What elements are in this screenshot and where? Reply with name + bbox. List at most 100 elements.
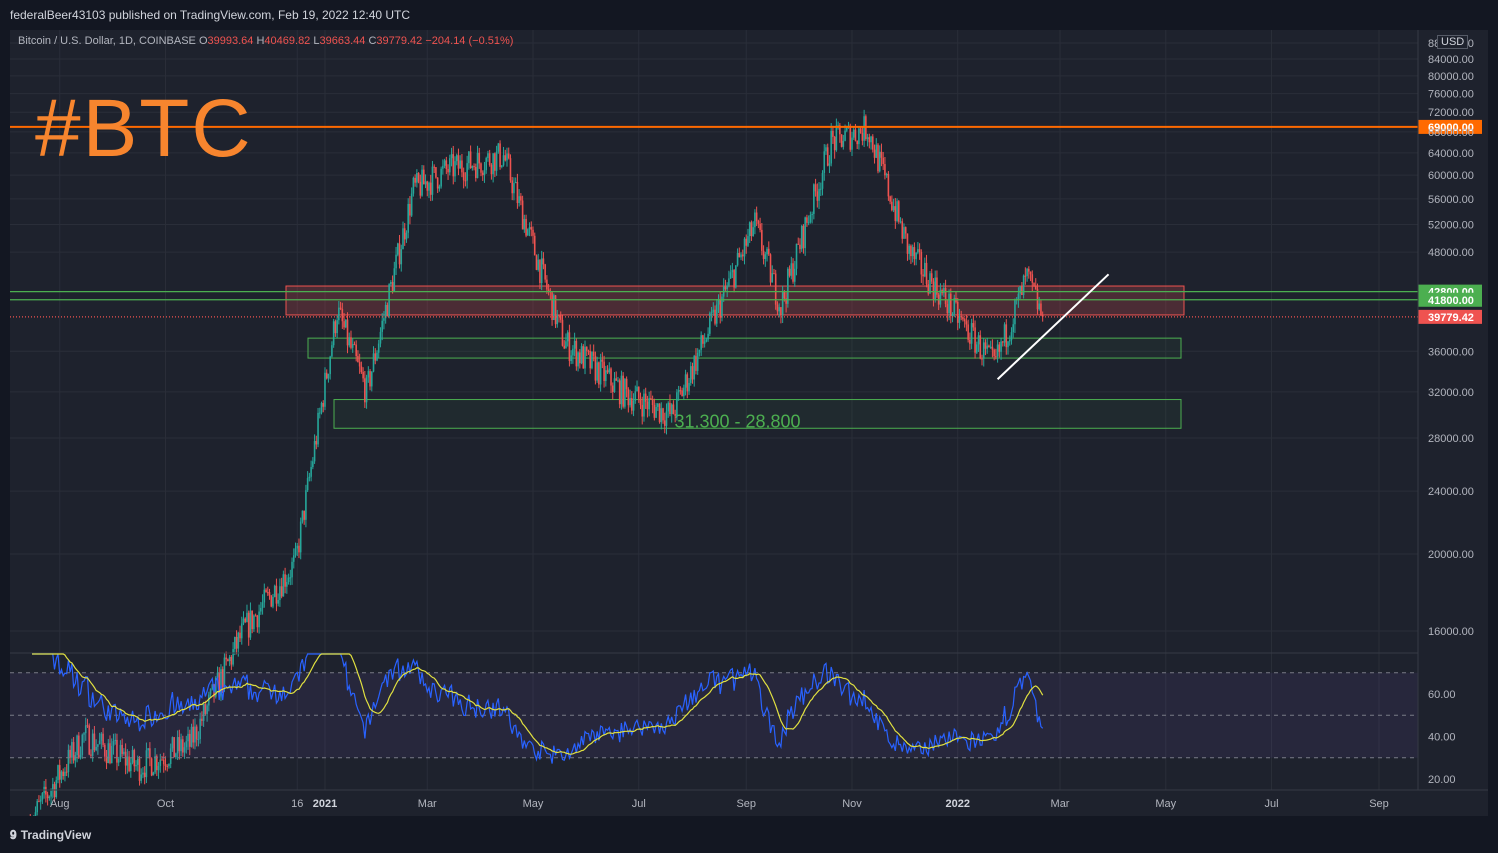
candle-body: [329, 356, 331, 375]
price-tag-label: 69000.00: [1428, 122, 1474, 134]
candle-body: [766, 248, 768, 255]
candle-body: [303, 510, 305, 520]
candle-body: [719, 299, 722, 318]
candle-body: [636, 386, 638, 392]
candle-body: [563, 345, 566, 349]
candle-body: [553, 295, 555, 321]
currency-badge[interactable]: USD: [1437, 35, 1469, 49]
candle-body: [221, 669, 224, 687]
high-label: H: [256, 35, 265, 47]
candle-body: [984, 342, 987, 349]
candle-body: [565, 341, 567, 349]
y-tick-label: 84000.00: [1428, 54, 1474, 66]
candle-body: [396, 243, 399, 255]
candle-body: [516, 182, 519, 204]
candle-body: [735, 265, 737, 288]
candle-body: [268, 592, 271, 596]
candle-body: [745, 238, 748, 246]
support-zone: [333, 399, 1182, 429]
candle-body: [100, 733, 103, 741]
x-tick-label: Jul: [1264, 798, 1278, 810]
overlay-layer: [996, 273, 1110, 380]
candle-body: [750, 222, 753, 236]
x-tick-label: 16: [291, 798, 303, 810]
candle-body: [993, 349, 995, 357]
candle-body: [83, 733, 85, 735]
candle-body: [313, 440, 316, 462]
candle-body: [579, 352, 581, 364]
candle-body: [459, 160, 461, 169]
candle-body: [171, 737, 174, 749]
candle-body: [953, 297, 956, 314]
candle-body: [331, 345, 333, 357]
candle-body: [816, 191, 819, 201]
candle-body: [346, 319, 349, 346]
candle-body: [324, 372, 326, 407]
candle-body: [339, 307, 342, 310]
candle-body: [542, 258, 545, 265]
candle-body: [657, 403, 659, 407]
candle-body: [98, 740, 101, 745]
candle-body: [729, 272, 732, 279]
candle-body: [133, 750, 136, 767]
candle-body: [624, 378, 626, 407]
candle-body: [1019, 286, 1021, 294]
brand-label: TradingView: [20, 828, 92, 842]
candle-body: [142, 772, 144, 775]
candle-body: [965, 321, 968, 325]
candle-body: [305, 490, 307, 520]
rsi-pane: 60.00 40.00 20.00: [10, 652, 1456, 786]
candle-body: [294, 548, 297, 556]
candle-body: [561, 319, 564, 346]
candle-body: [379, 331, 382, 344]
candle-body: [468, 151, 470, 164]
candle-body: [445, 160, 448, 169]
candle-body: [927, 284, 930, 294]
candle-body: [717, 299, 720, 305]
candle-body: [1040, 303, 1042, 315]
candle-body: [813, 184, 815, 214]
low-value: 39663.44: [319, 35, 366, 47]
candle-body: [911, 247, 914, 257]
candle-body: [546, 279, 548, 290]
candle-body: [845, 127, 848, 131]
candle-body: [128, 756, 130, 772]
candle-body: [535, 255, 538, 270]
candle-body: [409, 203, 411, 216]
chart-frame[interactable]: [10, 30, 1488, 816]
candle-body: [686, 374, 689, 392]
candle-body: [863, 116, 865, 141]
y-tick-label: 72000.00: [1428, 107, 1474, 119]
candle-body: [676, 392, 678, 416]
candle-body: [762, 250, 765, 259]
candle-body: [681, 390, 683, 397]
candle-body: [369, 371, 371, 387]
candle-body: [154, 756, 156, 773]
candle-body: [509, 158, 512, 181]
candle-body: [740, 254, 742, 258]
candle-body: [896, 201, 898, 222]
candle-body: [260, 607, 262, 612]
tradingview-brand[interactable]: 𝟗 TradingView: [10, 828, 91, 843]
y-tick-label: 56000.00: [1428, 194, 1474, 206]
y-tick-label: 64000.00: [1428, 148, 1474, 160]
candle-body: [419, 181, 422, 196]
candle-body: [55, 780, 58, 798]
candle-body: [447, 168, 449, 173]
candle-body: [889, 196, 891, 202]
candle-body: [424, 181, 427, 185]
candle-body: [544, 264, 546, 280]
candle-body: [799, 244, 801, 250]
candle-body: [143, 772, 146, 778]
candle-body: [613, 378, 616, 392]
candle-body: [499, 143, 501, 167]
change-value: −204.14 (−0.51%): [425, 35, 514, 47]
candle-body: [584, 346, 586, 369]
y-tick-label: 24000.00: [1428, 486, 1474, 498]
candle-body: [733, 270, 735, 288]
candle-body: [986, 345, 989, 349]
candle-body: [45, 786, 47, 795]
candle-body: [995, 356, 997, 358]
candle-body: [289, 577, 292, 579]
